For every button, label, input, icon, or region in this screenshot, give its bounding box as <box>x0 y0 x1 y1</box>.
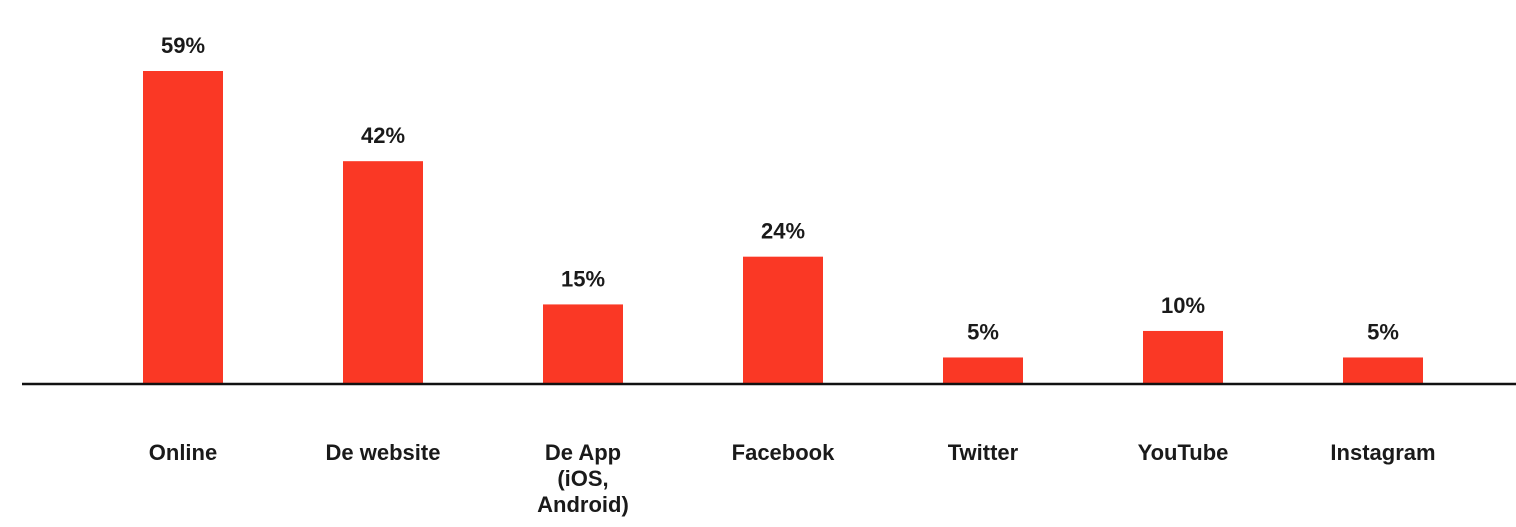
bar <box>743 256 823 384</box>
category-label: Instagram <box>1330 440 1435 465</box>
bar <box>1343 357 1423 384</box>
bar <box>1143 330 1223 384</box>
bar-value-label: 24% <box>761 219 805 244</box>
category-label: De website <box>326 440 441 465</box>
bar-value-label: 5% <box>1367 319 1399 344</box>
category-label: YouTube <box>1138 440 1229 465</box>
bar-value-label: 42% <box>361 123 405 148</box>
bar <box>943 357 1023 384</box>
bar <box>343 161 423 384</box>
bar <box>543 304 623 384</box>
category-labels-group: Online De website De App (iOS, Android) Faceb… <box>149 440 1436 517</box>
category-label: Facebook <box>732 440 835 465</box>
category-label: Twitter <box>948 440 1019 465</box>
bars-group <box>143 71 1423 384</box>
bar-value-label: 10% <box>1161 293 1205 318</box>
bar-value-label: 5% <box>967 319 999 344</box>
category-label: Online <box>149 440 217 465</box>
bar-value-label: 59% <box>161 33 205 58</box>
value-labels-group: 59% 42% 15% 24% 5% 10% 5% <box>161 33 1399 344</box>
category-label: De App (iOS, Android) <box>537 440 629 517</box>
bar-value-label: 15% <box>561 266 605 291</box>
bar <box>143 71 223 384</box>
